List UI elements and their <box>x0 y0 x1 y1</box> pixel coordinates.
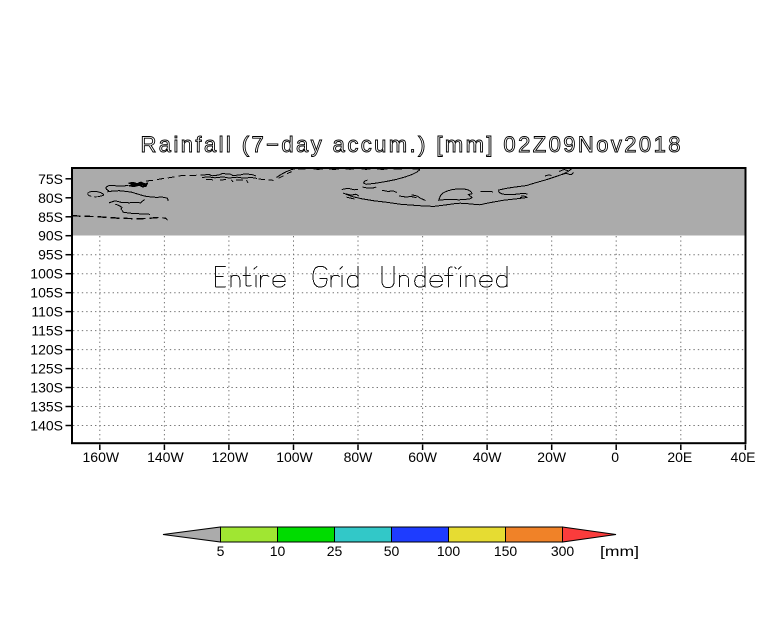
svg-text:160W: 160W <box>83 449 120 465</box>
svg-text:85S: 85S <box>38 209 63 225</box>
svg-text:80W: 80W <box>344 449 374 465</box>
svg-text:120W: 120W <box>212 449 249 465</box>
svg-text:40E: 40E <box>731 449 756 465</box>
svg-text:20W: 20W <box>537 449 567 465</box>
svg-text:75S: 75S <box>38 171 63 187</box>
svg-text:40W: 40W <box>473 449 503 465</box>
svg-text:140W: 140W <box>147 449 184 465</box>
svg-text:140S: 140S <box>30 418 63 434</box>
svg-text:0: 0 <box>611 449 619 465</box>
svg-text:100S: 100S <box>30 266 63 282</box>
svg-text:110S: 110S <box>31 304 63 320</box>
svg-text:95S: 95S <box>38 247 63 263</box>
svg-text:120S: 120S <box>30 342 63 358</box>
svg-text:Rainfall (7−day accum.) [mm] 0: Rainfall (7−day accum.) [mm] 02Z09Nov201… <box>141 132 681 157</box>
svg-text:5: 5 <box>217 543 225 559</box>
svg-text:125S: 125S <box>30 361 63 377</box>
svg-text:90S: 90S <box>38 228 63 244</box>
svg-text:25: 25 <box>327 543 343 559</box>
svg-text:[mm]: [mm] <box>600 543 639 559</box>
svg-text:10: 10 <box>270 543 286 559</box>
svg-text:115S: 115S <box>31 323 63 339</box>
svg-text:300: 300 <box>551 543 575 559</box>
svg-text:130S: 130S <box>30 380 63 396</box>
svg-text:50: 50 <box>384 543 400 559</box>
svg-text:100W: 100W <box>276 449 313 465</box>
svg-text:150: 150 <box>494 543 518 559</box>
svg-text:80S: 80S <box>38 190 63 206</box>
svg-text:100: 100 <box>437 543 461 559</box>
svg-text:135S: 135S <box>30 399 63 415</box>
svg-text:105S: 105S <box>30 285 63 301</box>
svg-text:60W: 60W <box>408 449 438 465</box>
svg-text:20E: 20E <box>667 449 692 465</box>
